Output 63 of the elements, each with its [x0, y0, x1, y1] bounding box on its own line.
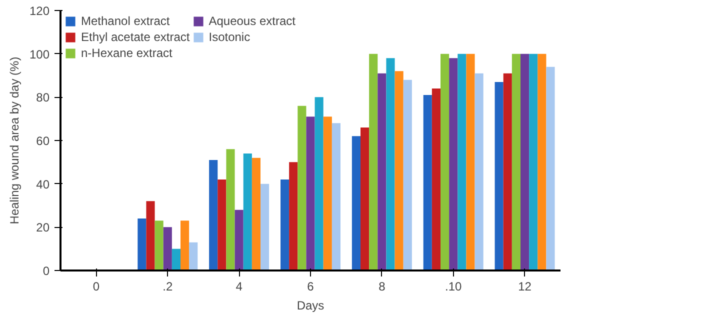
bar [529, 54, 538, 270]
bar [189, 242, 198, 270]
x-tick-label: 8 [378, 280, 386, 294]
legend-label: Isotonic [208, 30, 250, 44]
x-tick-label: 4 [236, 280, 243, 294]
bar [218, 180, 226, 270]
y-tick-label: 20 [36, 220, 50, 235]
bar [432, 88, 440, 270]
bar [163, 227, 172, 270]
legend-label: Aqueous extract [208, 14, 296, 28]
bar [520, 54, 530, 270]
bar [234, 210, 244, 270]
bar [466, 54, 475, 270]
bar [360, 128, 370, 270]
legend-label: Methanol extract [81, 14, 170, 28]
bar [403, 80, 412, 270]
bar [260, 184, 270, 270]
x-tick-label: 0 [92, 280, 100, 294]
bar [474, 73, 484, 270]
y-tick-label: 40 [36, 177, 50, 192]
bar [512, 54, 520, 270]
x-tick-label: .2 [162, 280, 173, 294]
bar [172, 248, 180, 270]
bar [154, 220, 164, 270]
y-tick-label: 100 [29, 47, 50, 62]
bar [314, 97, 324, 270]
bar [306, 116, 315, 270]
x-tick-label: .10 [445, 280, 462, 294]
bar [378, 73, 386, 270]
x-axis-title: Days [296, 298, 324, 312]
bar [423, 95, 432, 270]
bar [538, 54, 546, 270]
bar [280, 180, 290, 270]
bar [289, 162, 298, 270]
bar [449, 58, 458, 270]
bar [369, 54, 378, 270]
bar [323, 116, 332, 270]
bar [243, 154, 252, 270]
bar [180, 220, 190, 270]
bar [209, 160, 218, 270]
bar [298, 106, 306, 270]
y-axis-title: Healing wound area by day (%) [7, 56, 22, 224]
x-tick-label: 6 [307, 280, 314, 294]
bar [503, 73, 512, 270]
legend-label: Ethyl acetate extract [81, 30, 190, 44]
bar [146, 201, 155, 270]
y-tick-label: 60 [36, 134, 50, 148]
y-tick-label: 80 [36, 90, 50, 105]
bar [458, 54, 466, 270]
x-tick-label: 12 [518, 280, 532, 294]
y-tick-label: 0 [42, 264, 50, 278]
bar [546, 66, 555, 270]
y-tick-label: 120 [29, 4, 50, 18]
bar [352, 136, 360, 270]
bar [440, 54, 450, 270]
bar [226, 149, 235, 270]
bar [252, 158, 260, 270]
bar [332, 123, 340, 270]
bar [138, 218, 146, 270]
bar [494, 82, 504, 270]
legend-label: n-Hexane extract [81, 46, 172, 60]
bar [394, 71, 404, 270]
bar [386, 58, 395, 270]
